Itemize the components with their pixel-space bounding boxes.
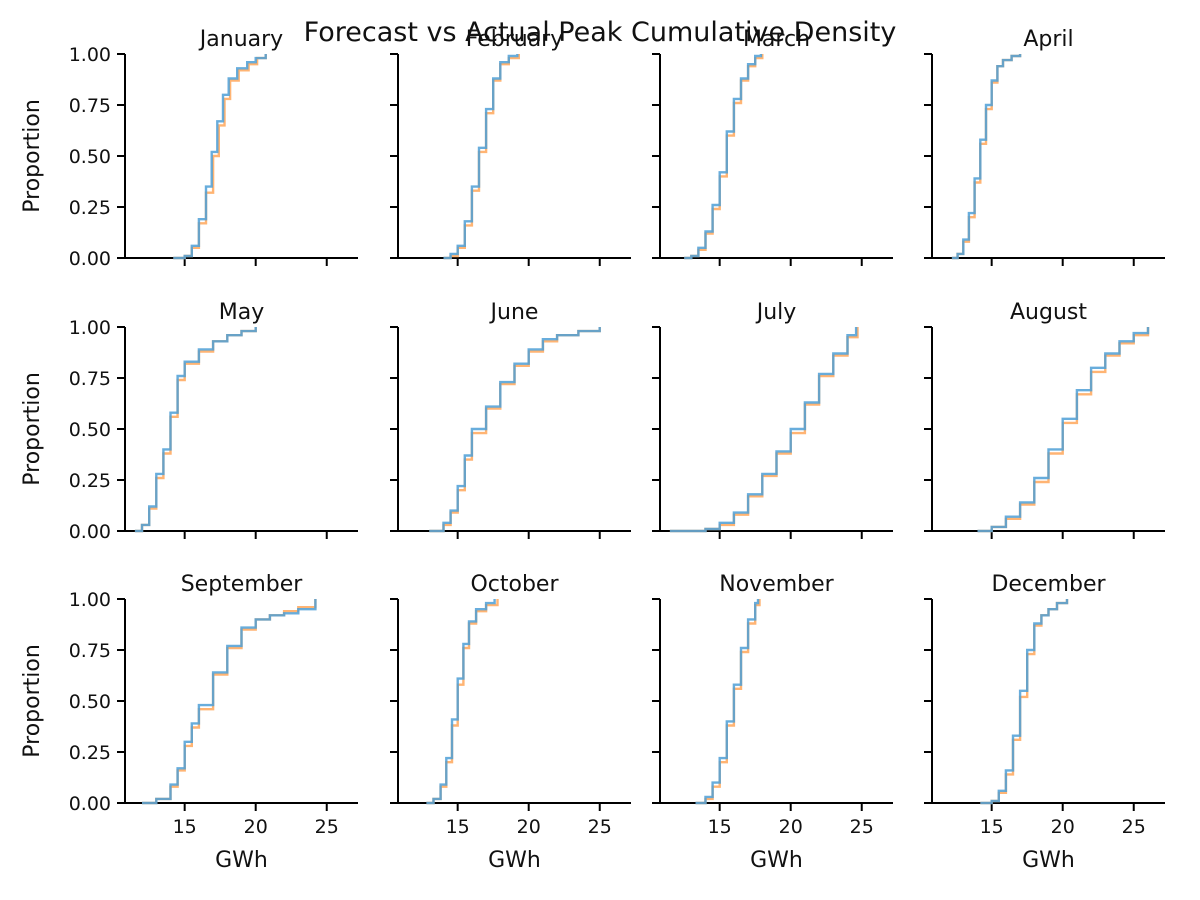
- x-tick-label: 25: [588, 816, 612, 838]
- x-tick-label: 20: [1051, 816, 1075, 838]
- subplot-title: October: [470, 572, 559, 597]
- series-line-forecast: [426, 599, 499, 805]
- y-tick-label: 0.00: [69, 793, 111, 815]
- subplot-july: July: [652, 300, 893, 539]
- subplot-november: November 15 20 25 GWh: [652, 572, 893, 873]
- x-axis-label: GWh: [488, 848, 541, 873]
- subplot-title: September: [181, 572, 304, 597]
- chart-title: Forecast vs Actual Peak Cumulative Densi…: [304, 17, 897, 48]
- y-tick-label: 1.00: [69, 317, 111, 339]
- y-tick-label: 0.25: [69, 470, 111, 492]
- subplot-june: June: [390, 300, 631, 539]
- subplot-march: March: [652, 27, 893, 266]
- subplot-may: May 0.00 0.25 0.50 0.75 1.00 Proportion: [20, 300, 358, 543]
- y-tick-label: 0.00: [69, 248, 111, 270]
- x-tick-label: 25: [1122, 816, 1146, 838]
- x-tick-label: 25: [315, 816, 339, 838]
- subplot-january: January 0.00 0.25 0.50 0.75 1.00 Proportion: [20, 27, 358, 270]
- subplot-title: November: [719, 572, 834, 597]
- series-line-forecast: [173, 54, 267, 260]
- series-line-actual: [669, 327, 858, 533]
- subplot-title: July: [755, 300, 797, 325]
- x-axis-label: GWh: [750, 848, 803, 873]
- y-axis-label: Proportion: [20, 372, 45, 486]
- series-line-actual: [426, 599, 496, 805]
- series-line-actual: [134, 327, 257, 533]
- series-line-forecast: [429, 327, 601, 533]
- subplot-february: February: [390, 27, 631, 266]
- subplot-september: September 0.00 0.25 0.50 0.75 1.00 15 20 25 Propo…: [20, 572, 358, 873]
- x-tick-label: 15: [708, 816, 732, 838]
- x-tick-label: 25: [850, 816, 874, 838]
- x-axis-label: GWh: [1022, 848, 1075, 873]
- y-tick-label: 0.50: [69, 419, 111, 441]
- series-line-forecast: [695, 599, 761, 805]
- series-line-actual: [173, 54, 267, 260]
- series-line-forecast: [980, 599, 1069, 805]
- series-line-actual: [695, 599, 760, 805]
- y-tick-label: 0.75: [69, 95, 111, 117]
- x-axis-label: GWh: [215, 848, 268, 873]
- series-line-actual: [429, 327, 601, 533]
- series-line-actual: [951, 54, 1022, 260]
- subplot-title: May: [219, 300, 264, 325]
- y-tick-label: 0.50: [69, 146, 111, 168]
- x-tick-label: 20: [244, 816, 268, 838]
- subplot-october: October 15 20 25 GWh: [390, 572, 631, 873]
- subplot-december: December 15 20 25 GWh: [924, 572, 1165, 873]
- series-line-actual: [443, 54, 519, 260]
- series-line-actual: [684, 54, 763, 260]
- series-line-forecast: [951, 54, 1022, 260]
- subplot-august: August: [924, 300, 1165, 539]
- series-line-actual: [977, 327, 1150, 533]
- series-line-actual: [980, 599, 1069, 805]
- series-line-forecast: [669, 327, 859, 533]
- y-tick-label: 1.00: [69, 44, 111, 66]
- x-tick-label: 20: [779, 816, 803, 838]
- y-axis-label: Proportion: [20, 99, 45, 213]
- subplot-title: March: [743, 27, 810, 52]
- subplot-title: April: [1023, 27, 1073, 52]
- series-line-forecast: [142, 599, 317, 805]
- y-tick-label: 0.50: [69, 691, 111, 713]
- y-tick-label: 1.00: [69, 589, 111, 611]
- series-line-forecast: [443, 54, 520, 260]
- y-tick-label: 0.25: [69, 742, 111, 764]
- subplot-title: June: [489, 300, 539, 325]
- y-tick-label: 0.00: [69, 521, 111, 543]
- x-tick-label: 15: [980, 816, 1004, 838]
- subplot-april: April: [924, 27, 1165, 266]
- subplot-title: February: [466, 27, 564, 52]
- series-line-forecast: [134, 327, 257, 533]
- y-axis-label: Proportion: [20, 644, 45, 758]
- series-line-actual: [142, 599, 317, 805]
- subplot-grid: January 0.00 0.25 0.50 0.75 1.00 Proportion Feb…: [20, 27, 1165, 873]
- x-tick-label: 15: [173, 816, 197, 838]
- subplot-title: August: [1010, 300, 1087, 325]
- x-tick-label: 15: [446, 816, 470, 838]
- subplot-title: December: [991, 572, 1106, 597]
- y-tick-label: 0.25: [69, 197, 111, 219]
- x-tick-label: 20: [517, 816, 541, 838]
- y-tick-label: 0.75: [69, 368, 111, 390]
- y-tick-label: 0.75: [69, 640, 111, 662]
- subplot-title: January: [198, 27, 283, 52]
- series-line-forecast: [684, 54, 764, 260]
